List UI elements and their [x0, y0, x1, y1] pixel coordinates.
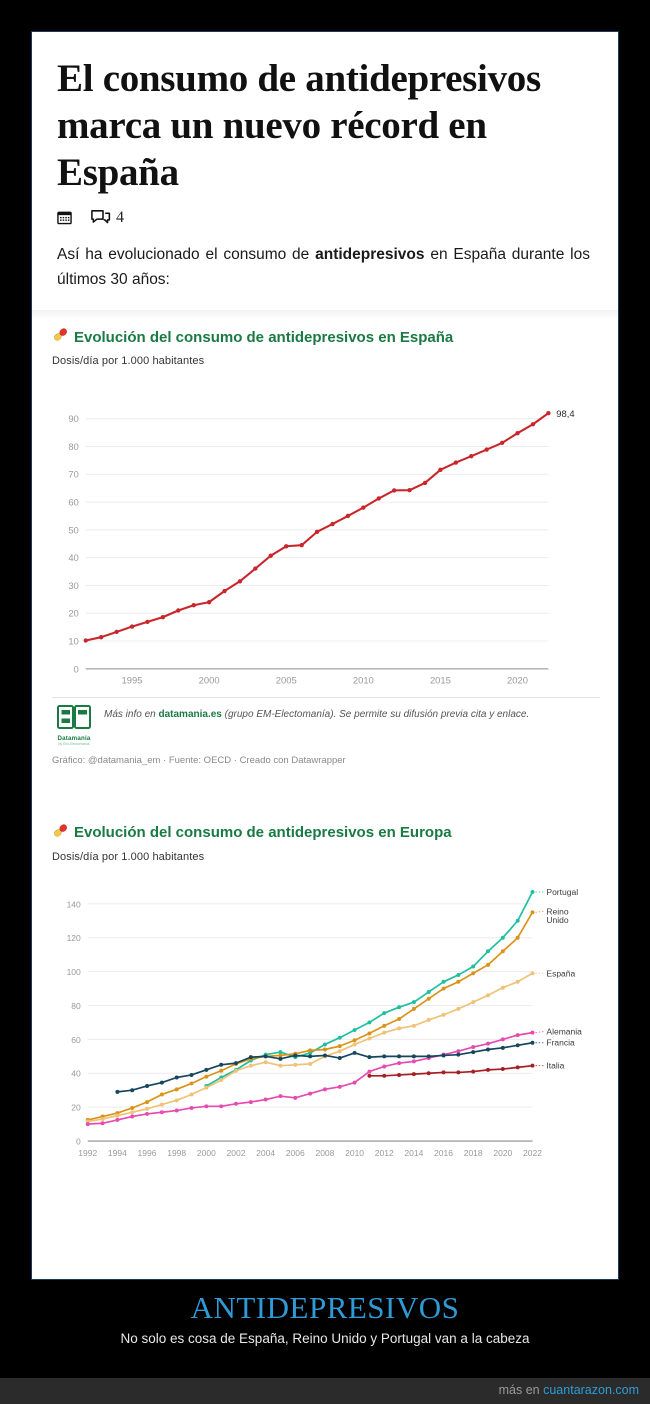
svg-text:0: 0: [76, 1136, 81, 1146]
svg-text:2012: 2012: [375, 1148, 394, 1158]
svg-text:España: España: [546, 968, 575, 978]
chart-spain-subtitle: Dosis/día por 1.000 habitantes: [52, 355, 205, 367]
intro-text-part1: Así ha evolucionado el consumo de: [57, 246, 316, 263]
svg-text:Italia: Italia: [546, 1060, 564, 1070]
svg-text:2010: 2010: [345, 1148, 364, 1158]
svg-text:1996: 1996: [138, 1148, 157, 1158]
svg-text:2010: 2010: [353, 675, 374, 686]
svg-text:2022: 2022: [523, 1148, 542, 1158]
calendar-icon: [57, 210, 72, 225]
article-card: El consumo de antidepresivos marca un nu…: [31, 31, 619, 1280]
svg-text:0: 0: [74, 663, 79, 674]
svg-text:2015: 2015: [430, 675, 451, 686]
article-intro: Así ha evolucionado el consumo de antide…: [32, 226, 618, 310]
svg-text:1995: 1995: [122, 675, 143, 686]
chart-europe-title-row: Evolución del consumo de antidepresivos …: [52, 822, 600, 844]
svg-text:140: 140: [67, 899, 81, 909]
pill-icon: [52, 822, 69, 844]
svg-text:2006: 2006: [286, 1148, 305, 1158]
footnote-pre: Más info en: [104, 708, 159, 720]
svg-text:Unido: Unido: [546, 915, 569, 925]
chart-europe-title: Evolución del consumo de antidepresivos …: [74, 824, 452, 842]
svg-text:1994: 1994: [108, 1148, 127, 1158]
pill-icon: [52, 326, 69, 348]
svg-text:98,4: 98,4: [556, 408, 574, 419]
caption-subtitle: No solo es cosa de España, Reino Unido y…: [120, 1331, 530, 1346]
chart-spain-svg: 0 10 20 30 40 50 60 70 80 90 1995 2000 2005 2010 2015 2…: [68, 408, 574, 686]
svg-text:80: 80: [68, 441, 78, 452]
svg-text:1998: 1998: [167, 1148, 186, 1158]
svg-text:Francia: Francia: [546, 1037, 575, 1047]
svg-text:2002: 2002: [227, 1148, 246, 1158]
svg-text:2000: 2000: [197, 1148, 216, 1158]
svg-text:70: 70: [68, 469, 78, 480]
chart-spain-embed: Evolución del consumo de antidepresivos …: [32, 310, 618, 782]
chart-europe-embed: Evolución del consumo de antidepresivos …: [32, 805, 618, 1177]
svg-text:60: 60: [71, 1035, 81, 1045]
chart-europe-svg: 0 20 40 60 80 100 120 140 1992 1994 1996 1998 2000 20…: [67, 887, 583, 1158]
svg-text:10: 10: [68, 636, 78, 647]
comment-count-label: 4: [116, 208, 124, 226]
svg-text:Portugal: Portugal: [546, 887, 578, 897]
chart-europe-subtitle: Dosis/día por 1.000 habitantes: [52, 850, 205, 863]
footnote-post: (grupo EM-Electomanía). Se permite su di…: [221, 708, 530, 720]
datamania-logo-name: Datamania: [57, 734, 91, 742]
svg-text:2004: 2004: [256, 1148, 275, 1158]
svg-text:50: 50: [68, 524, 78, 535]
svg-text:80: 80: [71, 1001, 81, 1011]
datamania-logo-tagline: by EM-Electomanía: [58, 741, 90, 746]
svg-text:2016: 2016: [434, 1148, 453, 1158]
caption-block: ANTIDEPRESIVOS No solo es cosa de España…: [0, 1280, 650, 1378]
comment-counter[interactable]: 4: [91, 209, 124, 227]
site-footer-bar: más en cuantarazon.com: [0, 1378, 650, 1404]
section-divider: [32, 781, 618, 806]
svg-text:120: 120: [67, 933, 81, 943]
svg-text:90: 90: [68, 413, 78, 424]
svg-text:60: 60: [68, 497, 78, 508]
caption-title: ANTIDEPRESIVOS: [190, 1290, 460, 1325]
svg-text:Reino: Reino: [546, 906, 569, 916]
svg-text:20: 20: [71, 1102, 81, 1112]
chart-spain-credit: Gráfico: @datamania_em · Fuente: OECD · …: [52, 754, 346, 766]
svg-text:2018: 2018: [464, 1148, 483, 1158]
footer-prefix: más en: [498, 1383, 544, 1397]
chart-spain-footnote: Más info en datamania.es (grupo EM-Elect…: [104, 705, 529, 722]
footnote-brand[interactable]: datamania.es: [158, 708, 222, 720]
article-meta: 4: [32, 196, 618, 226]
chart-spain-title-row: Evolución del consumo de antidepresivos …: [52, 326, 600, 348]
svg-text:Alemania: Alemania: [546, 1026, 582, 1036]
svg-text:2005: 2005: [276, 675, 297, 686]
svg-text:2014: 2014: [404, 1148, 423, 1158]
page-title: El consumo de antidepresivos marca un nu…: [57, 57, 541, 194]
svg-text:20: 20: [68, 608, 78, 619]
intro-text-part2: en España durante los últimos 30 años:: [57, 246, 590, 288]
chart-spain-footer: Datamania by EM-Electomanía Más info en …: [52, 696, 600, 746]
svg-text:2020: 2020: [507, 675, 528, 686]
datamania-logo: Datamania by EM-Electomanía: [52, 704, 96, 746]
svg-text:2020: 2020: [493, 1148, 512, 1158]
chart-europe-plot: 0 20 40 60 80 100 120 140 1992 1994 1996 1998 2000 20…: [52, 873, 600, 1171]
svg-text:40: 40: [68, 552, 78, 563]
svg-text:100: 100: [67, 967, 81, 977]
chart-spain-title: Evolución del consumo de antidepresivos …: [74, 328, 454, 346]
svg-text:30: 30: [68, 580, 78, 591]
svg-text:1992: 1992: [78, 1148, 97, 1158]
svg-text:2008: 2008: [315, 1148, 334, 1158]
svg-text:2000: 2000: [199, 675, 220, 686]
svg-text:40: 40: [71, 1068, 81, 1078]
footer-domain-link[interactable]: cuantarazon.com: [543, 1383, 639, 1397]
intro-text-bold: antidepresivos: [315, 246, 425, 263]
chart-spain-plot: 0 10 20 30 40 50 60 70 80 90 1995 2000 2005 2010 2015 2…: [52, 377, 600, 695]
